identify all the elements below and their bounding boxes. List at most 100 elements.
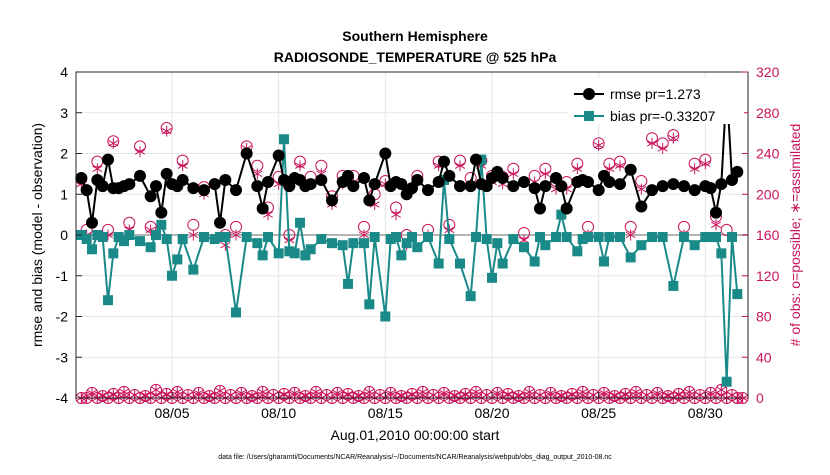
bias-marker [679,232,689,243]
bias-marker [337,240,348,251]
legend-bias-marker [584,111,594,121]
bias-marker [220,232,231,243]
obs-assimilated-stroke [630,388,642,396]
rmse-marker [86,216,98,229]
right-y-tick-label: 120 [756,268,780,284]
bias-marker [369,232,380,243]
rmse-marker [539,180,552,193]
rmse-marker [715,178,728,191]
rmse-marker [315,173,328,186]
chart-subtitle: RADIOSONDE_TEMPERATURE @ 525 hPa [274,49,557,65]
obs-assimilated-marker [294,160,306,172]
obs-assimilated-stroke [364,388,375,396]
bias-marker [295,217,305,228]
bias-marker [300,250,311,261]
plot-area [75,71,749,404]
bias-marker [167,270,177,281]
obs-assimilated-stroke [470,388,482,396]
obs-assimilated-marker [108,137,119,149]
rmse-marker [464,180,477,193]
bias-marker [103,295,113,306]
rmse-marker [688,184,701,197]
rmse-marker [358,171,370,184]
bias-marker [151,230,161,240]
bias-marker [497,258,508,269]
bias-marker [551,232,561,243]
chart-title: Southern Hemisphere [342,28,488,44]
obs-assimilated-stroke [358,231,370,239]
rmse-marker [144,190,157,203]
bias-marker [177,234,188,245]
x-tick-label: 08/30 [688,405,723,421]
rmse-marker [667,178,680,191]
obs-possible-marker [720,223,733,236]
rmse-marker [470,153,482,166]
bias-marker [124,230,135,240]
bias-marker [471,232,481,243]
obs-assimilated-marker [540,168,551,180]
bias-marker [252,238,263,249]
legend-entry-bias [574,111,604,121]
bias-marker [444,234,455,245]
obs-assimilated-stroke [332,389,343,397]
obs-assimilated-stroke [460,390,471,398]
rmse-marker [646,184,658,197]
obs-assimilated-stroke [545,389,556,397]
rmse-marker [496,171,509,184]
rmse-marker [592,184,605,197]
x-axis-label: Aug.01,2010 00:00:00 start [331,427,500,443]
right-y-tick-label: 240 [756,146,780,162]
rmse-marker [704,182,717,195]
bias-marker [401,238,412,249]
obs-assimilated-marker [230,229,242,241]
bias-marker [540,240,551,251]
bias-marker [593,232,604,243]
bias-marker [87,244,97,255]
obs-assimilated-marker [150,384,162,396]
bias-series [76,134,743,387]
right-y-tick-label: 320 [756,64,780,80]
legend-rmse-marker [583,88,595,100]
obs-assimilated-marker [705,387,716,399]
obs-assimilated-stroke [214,387,226,395]
obs-assimilated-stroke [188,231,199,239]
obs-assimilated-marker [572,163,583,175]
bias-marker [145,242,156,253]
rmse-marker [395,178,408,191]
legend: rmse pr=1.273 bias pr=-0.33207 [568,78,744,124]
obs-assimilated-marker [236,387,247,399]
rmse-marker [411,173,424,186]
bias-marker [455,258,465,269]
obs-assimilated-marker [598,387,610,399]
obs-assimilated-marker [684,386,695,398]
obs-assimilated-marker [364,386,375,398]
bias-marker [412,242,423,253]
obs-assimilated-stroke [700,160,711,167]
left-y-tick-label: 2 [60,146,68,162]
bias-marker [636,240,647,251]
obs-assimilated-marker [310,386,322,398]
bias-marker [535,232,545,243]
obs-assimilated-stroke [673,390,684,398]
bias-marker [257,250,268,261]
rmse-marker [262,176,274,189]
bias-marker [380,311,391,322]
obs-assimilated-stroke [572,165,583,172]
obs-assimilated-stroke [230,231,242,239]
obs-assimilated-marker [636,183,647,195]
obs-assimilated-stroke [620,390,631,398]
bias-marker [316,234,327,245]
bias-marker [359,238,369,249]
left-y-tick-label: 3 [60,105,68,121]
obs-assimilated-marker [193,387,204,399]
bias-marker [92,230,103,240]
left-y-tick-label: 1 [60,186,68,202]
bias-marker [348,238,359,249]
obs-assimilated-stroke [342,390,354,398]
bias-marker [625,252,636,263]
obs-assimilated-marker [492,387,503,399]
obs-assimilated-marker [257,386,268,398]
obs-assimilated-stroke [236,389,247,397]
obs-assimilated-stroke [310,388,322,396]
obs-assimilated-marker [385,387,396,399]
